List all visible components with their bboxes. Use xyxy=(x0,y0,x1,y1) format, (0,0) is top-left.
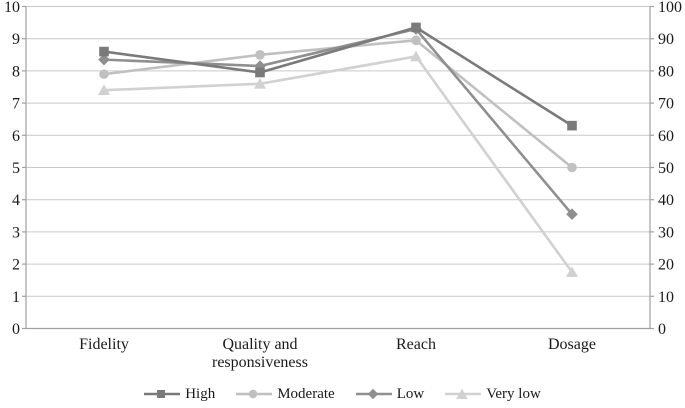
legend-item-low: Low xyxy=(355,385,425,403)
series-marker-moderate xyxy=(567,162,577,173)
series-marker-high xyxy=(255,67,265,78)
series-marker-moderate xyxy=(99,69,109,79)
left-axis-tick-label: 1 xyxy=(12,289,20,306)
legend-label: Low xyxy=(396,385,425,402)
right-axis-tick-label: 80 xyxy=(658,63,674,80)
right-axis-tick-label: 20 xyxy=(658,257,674,274)
series-marker-very-low xyxy=(410,50,422,62)
series-marker-moderate xyxy=(255,50,265,60)
left-axis-tick-label: 7 xyxy=(12,96,20,113)
x-axis-category-label: Quality and xyxy=(222,336,297,353)
series-marker-high xyxy=(99,46,109,57)
x-axis-category-label: Reach xyxy=(396,336,436,353)
left-axis-tick-label: 6 xyxy=(12,128,20,145)
right-axis-tick-label: 50 xyxy=(658,160,674,177)
chart-canvas: 0123456789100102030405060708090100Fideli… xyxy=(4,0,682,371)
series-marker-low xyxy=(98,53,110,66)
right-axis-tick-label: 10 xyxy=(658,289,674,306)
square-legend-marker-icon xyxy=(144,390,181,398)
right-axis-tick-label: 100 xyxy=(658,0,682,16)
series-marker-very-low xyxy=(254,77,266,89)
left-axis-tick-label: 4 xyxy=(12,192,20,209)
legend-label: High xyxy=(185,385,216,402)
left-axis-tick-label: 5 xyxy=(12,160,20,177)
legend-item-moderate: Moderate xyxy=(236,385,335,403)
left-axis-tick-label: 9 xyxy=(12,31,20,48)
triangle-legend-marker-icon xyxy=(445,388,482,399)
series-marker-very-low xyxy=(566,266,578,277)
left-axis-tick-label: 3 xyxy=(12,224,20,241)
diamond-legend-marker-icon xyxy=(355,388,392,400)
right-axis-tick-label: 90 xyxy=(658,31,674,48)
series-line-very-low xyxy=(103,54,574,273)
legend-label: Very low xyxy=(486,385,541,402)
series-marker-moderate xyxy=(411,35,421,46)
chart-legend: High Moderate Low Very low xyxy=(0,383,685,405)
right-axis-tick-label: 40 xyxy=(658,192,674,209)
series-marker-high xyxy=(411,22,421,33)
legend-label: Moderate xyxy=(277,385,335,402)
series-marker-very-low xyxy=(98,84,110,96)
series-line-low xyxy=(103,27,573,216)
left-axis-tick-label: 8 xyxy=(12,63,20,80)
series-line-high xyxy=(103,26,573,127)
left-axis-tick-label: 2 xyxy=(12,257,20,274)
legend-item-high: High xyxy=(144,386,215,403)
series-line-moderate xyxy=(103,38,573,169)
left-axis-tick-label: 10 xyxy=(4,0,20,16)
left-axis-tick-label: 0 xyxy=(12,321,20,338)
right-axis-tick-label: 70 xyxy=(658,96,674,113)
circle-legend-marker-icon xyxy=(236,389,273,399)
series-marker-low xyxy=(566,208,578,220)
legend-item-very-low: Very low xyxy=(445,386,541,403)
series-marker-high xyxy=(567,120,577,131)
x-axis-category-label: Dosage xyxy=(548,336,596,353)
right-axis-tick-label: 30 xyxy=(658,224,674,241)
x-axis-category-label: responsiveness xyxy=(212,354,308,371)
right-axis-tick-label: 60 xyxy=(658,128,674,145)
x-axis-category-label: Fidelity xyxy=(79,336,129,353)
right-axis-tick-label: 0 xyxy=(658,321,666,338)
